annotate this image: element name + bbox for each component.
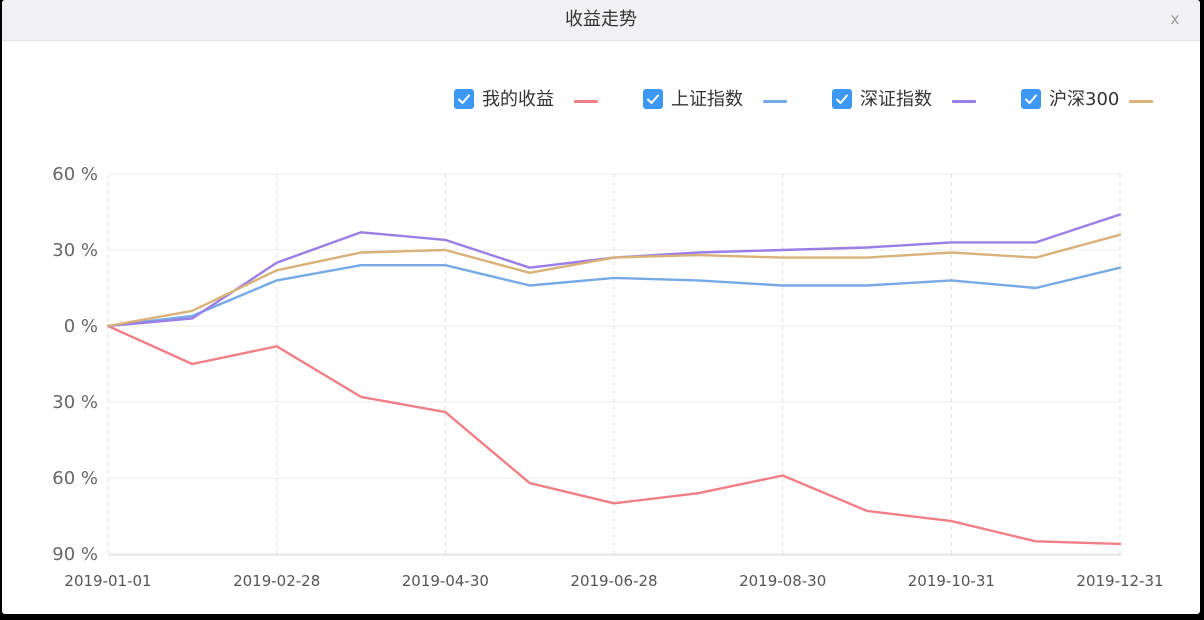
checkbox-icon[interactable]	[643, 89, 663, 109]
series-line-0	[106, 324, 1122, 546]
checkbox-icon[interactable]	[832, 89, 852, 109]
legend-label: 深证指数	[860, 89, 932, 110]
checkbox-icon[interactable]	[454, 89, 474, 109]
y-tick-label: 60 %	[52, 164, 98, 185]
legend-label: 上证指数	[671, 89, 743, 110]
y-tick-label: 60 %	[52, 468, 98, 489]
x-tick-label: 2019-02-28	[233, 572, 320, 590]
dialog-title: 收益走势	[565, 9, 637, 30]
series-line-3	[106, 233, 1122, 328]
legend-line-swatch	[574, 100, 598, 103]
y-tick-label: 30 %	[52, 392, 98, 413]
x-tick-label: 2019-10-31	[908, 572, 995, 590]
legend-line-swatch	[763, 100, 787, 103]
chart-grid	[107, 173, 1122, 556]
y-axis-ticks: 60 % 30 % 0 % 30 % 60 % 90 %	[52, 164, 98, 565]
x-tick-label: 2019-12-31	[1076, 572, 1163, 590]
title-bar: 收益走势 x	[2, 0, 1200, 41]
x-tick-label: 2019-01-01	[64, 572, 151, 590]
checkbox-icon[interactable]	[1021, 89, 1041, 109]
legend-label: 我的收益	[482, 89, 554, 110]
x-tick-label: 2019-04-30	[402, 572, 489, 590]
x-tick-label: 2019-06-28	[570, 572, 657, 590]
close-button[interactable]: x	[1170, 10, 1180, 28]
y-tick-label: 90 %	[52, 544, 98, 565]
y-tick-label: 30 %	[52, 240, 98, 261]
series-line-1	[106, 264, 1122, 328]
y-tick-label: 0 %	[64, 316, 98, 337]
legend-line-swatch	[1129, 100, 1153, 103]
x-tick-label: 2019-08-30	[739, 572, 826, 590]
legend-label: 沪深300	[1049, 89, 1120, 110]
chart-series	[106, 213, 1122, 546]
legend-line-swatch	[952, 100, 976, 103]
x-axis-ticks: 2019-01-01 2019-02-28 2019-04-30 2019-06-28…	[64, 572, 1163, 590]
